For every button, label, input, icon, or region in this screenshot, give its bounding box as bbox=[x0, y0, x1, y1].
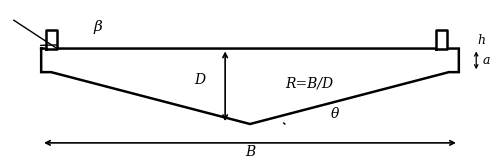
Text: R=B/D: R=B/D bbox=[286, 76, 334, 90]
Polygon shape bbox=[41, 49, 459, 124]
Text: D: D bbox=[194, 73, 206, 87]
Polygon shape bbox=[436, 30, 448, 49]
Text: B: B bbox=[245, 145, 255, 159]
Text: a: a bbox=[482, 54, 490, 67]
Polygon shape bbox=[46, 30, 57, 49]
Text: θ: θ bbox=[330, 107, 338, 121]
Text: h: h bbox=[478, 34, 486, 47]
Text: β: β bbox=[94, 20, 103, 34]
